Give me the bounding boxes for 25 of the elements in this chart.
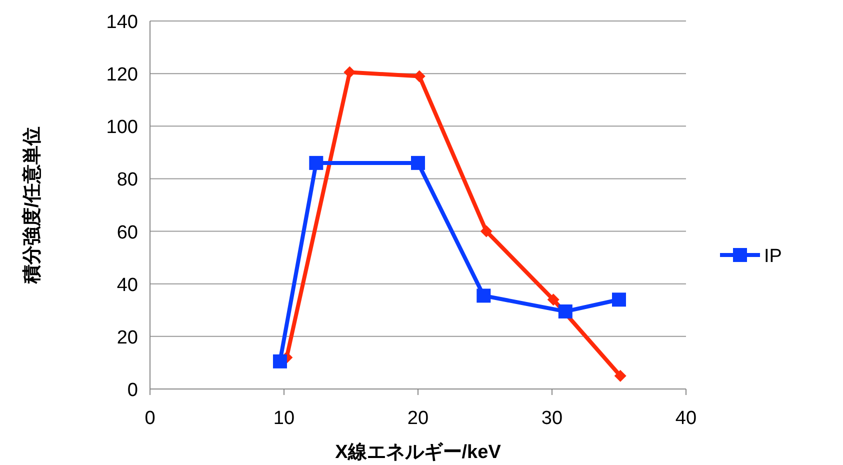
point [612,292,626,307]
y-axis-title: 積分強度/任意単位 [21,126,43,285]
point [476,288,491,303]
y-tick-label: 80 [116,170,138,191]
point [547,294,560,306]
point [272,354,287,368]
y-tick-label: 140 [106,12,138,33]
y-tick-label: 20 [116,327,138,348]
point [411,156,425,170]
y-tick-label: 60 [116,222,138,244]
x-tick-label: 40 [675,408,697,429]
x-axis-title: X線エネルギー/keV [335,442,502,463]
x-tick-label: 0 [144,408,156,429]
y-tick-label: 100 [106,117,138,138]
point [309,156,324,170]
point [558,304,572,318]
point [614,370,626,382]
y-tick-label: 120 [106,64,138,86]
y-tick-label: 0 [127,380,138,401]
x-tick-label: 20 [407,408,429,429]
point [480,225,492,238]
legend-label: IP [764,246,782,267]
x-tick-label: 30 [541,408,563,429]
x-tick-label: 10 [273,408,295,429]
y-tick-label: 40 [116,274,138,296]
